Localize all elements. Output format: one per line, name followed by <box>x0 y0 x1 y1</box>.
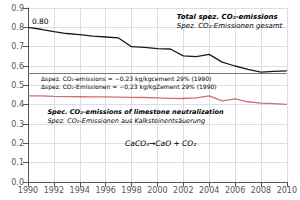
svg-text:0.80: 0.80 <box>32 17 49 26</box>
svg-text:0.7: 0.7 <box>11 42 24 51</box>
svg-text:Δspez. CO₂-emissions = −0.23 k: Δspez. CO₂-emissions = −0.23 kg/kgcement… <box>41 75 211 83</box>
svg-text:2010: 2010 <box>277 186 297 195</box>
svg-text:2002: 2002 <box>173 186 193 195</box>
svg-text:0.4: 0.4 <box>11 100 24 109</box>
svg-text:0.1: 0.1 <box>11 158 24 167</box>
svg-text:2008: 2008 <box>251 186 271 195</box>
svg-text:Δspez. CO₂-Emissionen = −0,23: Δspez. CO₂-Emissionen = −0,23 kg/kgZemen… <box>41 83 217 91</box>
svg-text:2004: 2004 <box>199 186 219 195</box>
svg-text:1994: 1994 <box>70 186 90 195</box>
svg-text:Spec. CO₂-emissions of limesto: Spec. CO₂-emissions of limestone neutral… <box>47 108 223 116</box>
svg-text:2000: 2000 <box>147 186 167 195</box>
svg-text:2006: 2006 <box>225 186 245 195</box>
svg-text:0.5: 0.5 <box>11 81 24 90</box>
svg-text:0.6: 0.6 <box>11 62 24 71</box>
svg-text:0.8: 0.8 <box>11 23 24 32</box>
svg-text:Total spez. CO₂-emissions: Total spez. CO₂-emissions <box>177 13 278 21</box>
svg-text:CaCO₃→CaO + CO₂: CaCO₃→CaO + CO₂ <box>125 139 196 148</box>
svg-text:Spez. CO₂-Emissionen gesamt: Spez. CO₂-Emissionen gesamt <box>177 22 283 30</box>
svg-text:1998: 1998 <box>121 186 141 195</box>
svg-text:1990: 1990 <box>18 186 38 195</box>
svg-text:0.0: 0.0 <box>11 177 24 187</box>
svg-text:0.3: 0.3 <box>11 120 24 129</box>
svg-text:1996: 1996 <box>95 186 115 195</box>
svg-text:Spez. CO₂-Emissionen aus Kalks: Spez. CO₂-Emissionen aus Kalksteinentsäu… <box>47 117 205 125</box>
svg-text:0.9: 0.9 <box>11 4 24 13</box>
svg-text:0.2: 0.2 <box>11 139 24 148</box>
svg-text:1992: 1992 <box>44 186 64 195</box>
